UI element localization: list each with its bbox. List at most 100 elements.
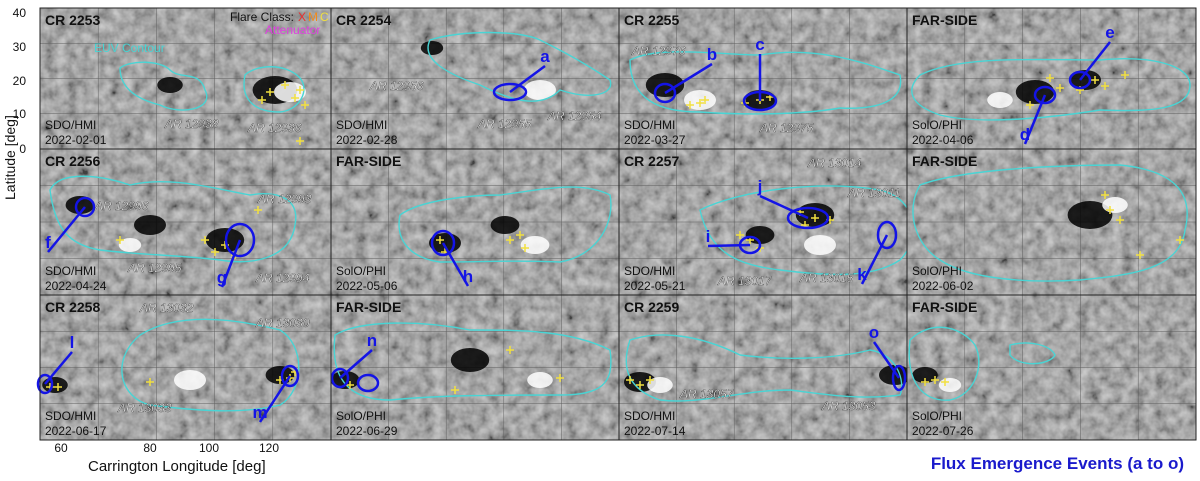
euv-contour	[699, 185, 914, 276]
panel-instrument: SolO/PHI	[912, 264, 962, 278]
polarity-patch	[450, 348, 490, 372]
x-axis-label: Carrington Longitude [deg]	[88, 458, 266, 475]
panel-instrument: SDO/HMI	[45, 409, 96, 423]
flare-marker	[291, 94, 299, 102]
event-arrow	[707, 243, 751, 248]
flare-marker	[1026, 101, 1034, 109]
legend-m-class: M	[308, 10, 318, 24]
flare-marker	[626, 376, 634, 384]
panel-instrument: SDO/HMI	[624, 409, 675, 423]
event-label: e	[1105, 23, 1114, 42]
flare-marker	[521, 244, 529, 252]
flare-marker	[1121, 71, 1129, 79]
panel-title: FAR-SIDE	[912, 153, 977, 169]
euv-contour	[908, 326, 1056, 401]
legend-x-class: X	[298, 10, 306, 24]
event-arrow	[258, 375, 292, 423]
active-region-label: AR 12996	[94, 199, 149, 213]
event-label: o	[869, 323, 879, 342]
event-outline	[330, 367, 350, 389]
flare-marker	[516, 231, 524, 239]
flare-marker	[258, 96, 266, 104]
flare-marker	[436, 236, 444, 244]
panel-date: 2022-06-02	[912, 279, 974, 293]
active-region-label: AR 13033	[117, 401, 172, 415]
flare-marker	[941, 378, 949, 386]
panel-date: 2022-07-14	[624, 424, 686, 438]
legend-attenuator: Attenuator	[265, 23, 320, 37]
panel-title: FAR-SIDE	[336, 153, 401, 169]
panel-date: 2022-02-28	[336, 133, 398, 147]
active-region-label: AR 12994	[255, 271, 310, 285]
euv-contour	[427, 31, 612, 102]
event-label: b	[707, 45, 717, 64]
event-label: a	[540, 47, 550, 66]
panel-instrument: SDO/HMI	[624, 118, 675, 132]
event-label: g	[217, 268, 227, 287]
active-region-label: AR 12976	[631, 44, 686, 58]
flare-marker	[296, 86, 304, 94]
polarity-patch	[1067, 201, 1113, 229]
event-outline	[280, 364, 300, 388]
y-tick-label: 0	[19, 142, 26, 156]
event-outline	[786, 206, 830, 230]
flare-marker	[736, 231, 744, 239]
polarity-patch	[118, 238, 142, 252]
flare-marker	[211, 248, 219, 256]
flare-marker	[1046, 74, 1054, 82]
y-axis-label: Latitude [deg]	[2, 115, 18, 200]
flare-marker	[54, 383, 62, 391]
legend: Flare Class: X M C Attenuator EUV Contou…	[94, 10, 329, 55]
polarity-patch	[490, 216, 520, 234]
active-region-label: AR 12975	[759, 121, 814, 135]
flare-marker	[1091, 76, 1099, 84]
legend-flare-class: Flare Class:	[230, 10, 294, 24]
active-region-label: AR 13030	[255, 316, 310, 330]
event-arrow	[872, 341, 901, 379]
polarity-patch	[134, 215, 166, 235]
polarity-patch	[420, 41, 444, 55]
panel-title: CR 2258	[45, 299, 100, 315]
panel-date: 2022-05-21	[624, 279, 686, 293]
flare-marker	[1116, 216, 1124, 224]
panel-instrument: SDO/HMI	[45, 118, 96, 132]
y-tick-label: 20	[13, 74, 27, 88]
y-tick-label: 30	[13, 40, 27, 54]
active-region-label: AR 13017	[717, 274, 773, 288]
flare-marker	[931, 376, 939, 384]
event-outline	[430, 229, 456, 257]
polarity-patch	[987, 92, 1013, 108]
flare-marker	[1056, 84, 1064, 92]
y-tick-label: 10	[13, 107, 27, 121]
event-arrow	[44, 351, 73, 385]
active-region-label: AR 13057	[679, 387, 735, 401]
panel-instrument: SDO/HMI	[45, 264, 96, 278]
panel-instrument: SDO/HMI	[624, 264, 675, 278]
flare-marker	[146, 378, 154, 386]
event-label: l	[70, 333, 75, 352]
event-arrow	[220, 239, 242, 288]
active-region-label: AR 13032	[139, 301, 194, 315]
flare-marker	[556, 374, 564, 382]
panel-title: CR 2255	[624, 12, 679, 28]
event-outline	[876, 220, 898, 250]
euv-contour	[119, 61, 305, 113]
euv-contour	[911, 58, 1191, 121]
event-arrow	[1079, 41, 1111, 81]
polarity-patch	[174, 370, 206, 390]
polarity-patch	[274, 82, 306, 102]
flare-marker	[921, 378, 929, 386]
panel-date: 2022-06-17	[45, 424, 107, 438]
flare-marker	[346, 381, 354, 389]
x-axis: 60 80 100 120	[54, 441, 279, 455]
event-arrow	[47, 206, 86, 253]
panel-date: 2022-05-06	[336, 279, 398, 293]
panel-date: 2022-07-26	[912, 424, 974, 438]
